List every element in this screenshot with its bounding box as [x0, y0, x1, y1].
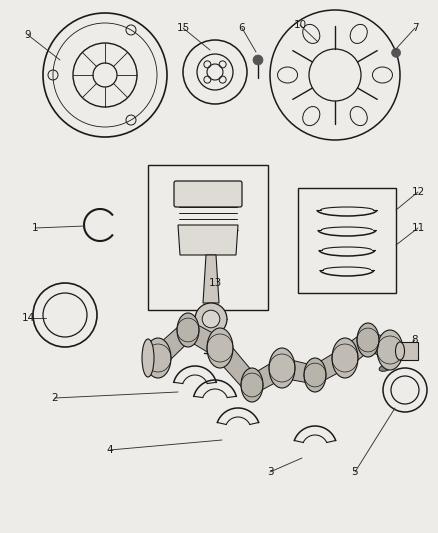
Bar: [298, 188, 396, 293]
Circle shape: [253, 55, 263, 65]
Ellipse shape: [332, 338, 358, 378]
Polygon shape: [400, 342, 418, 360]
Bar: [148, 165, 268, 310]
Circle shape: [392, 49, 401, 57]
Text: 11: 11: [411, 223, 424, 233]
Text: 4: 4: [107, 445, 113, 455]
Text: 3: 3: [267, 467, 273, 477]
Text: 5: 5: [352, 467, 358, 477]
Text: 1: 1: [32, 223, 38, 233]
Ellipse shape: [207, 328, 233, 368]
Ellipse shape: [241, 368, 263, 402]
Text: 12: 12: [411, 187, 424, 197]
Polygon shape: [151, 324, 194, 365]
Ellipse shape: [269, 348, 295, 388]
Ellipse shape: [145, 338, 171, 378]
Text: 9: 9: [25, 30, 31, 40]
Ellipse shape: [357, 323, 379, 357]
Polygon shape: [184, 322, 225, 357]
Text: 6: 6: [239, 23, 245, 33]
Text: 2: 2: [52, 393, 58, 403]
Polygon shape: [178, 225, 238, 255]
Text: 7: 7: [412, 23, 418, 33]
Ellipse shape: [177, 313, 199, 347]
Circle shape: [195, 303, 227, 335]
Text: 15: 15: [177, 23, 190, 33]
Ellipse shape: [396, 342, 405, 360]
Ellipse shape: [142, 339, 154, 377]
Polygon shape: [247, 359, 287, 393]
Polygon shape: [212, 342, 259, 391]
Text: 13: 13: [208, 278, 222, 288]
Circle shape: [202, 310, 220, 328]
Polygon shape: [203, 255, 219, 303]
FancyBboxPatch shape: [174, 181, 242, 207]
Text: 10: 10: [293, 20, 307, 30]
Ellipse shape: [304, 358, 326, 392]
Polygon shape: [339, 333, 374, 366]
Text: 8: 8: [412, 335, 418, 345]
Polygon shape: [311, 350, 350, 383]
Ellipse shape: [379, 365, 391, 372]
Text: 14: 14: [21, 313, 35, 323]
Ellipse shape: [377, 330, 403, 370]
Polygon shape: [364, 332, 394, 359]
Polygon shape: [280, 358, 317, 384]
